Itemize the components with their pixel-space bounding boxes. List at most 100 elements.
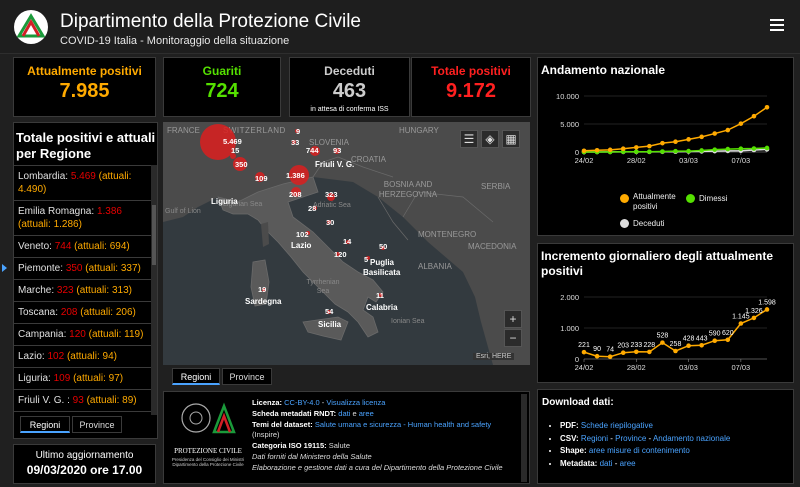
data-point[interactable] bbox=[673, 348, 678, 354]
region-row[interactable]: Lazio: 102 (attuali: 94) bbox=[13, 345, 151, 367]
map-tab-regioni[interactable]: Regioni bbox=[172, 368, 220, 385]
map-layers-icon[interactable]: ◈ bbox=[481, 130, 499, 148]
map-marker[interactable] bbox=[336, 252, 340, 256]
scheda-aree-link[interactable]: aree bbox=[358, 408, 374, 418]
tab-province[interactable]: Province bbox=[72, 416, 122, 433]
map-marker[interactable] bbox=[381, 246, 385, 250]
region-row[interactable]: Liguria: 109 (attuali: 97) bbox=[13, 367, 151, 389]
data-point[interactable] bbox=[738, 321, 744, 326]
data-point[interactable] bbox=[607, 354, 613, 360]
map-marker[interactable] bbox=[230, 153, 236, 159]
region-row[interactable]: Toscana: 208 (attuali: 206) bbox=[13, 301, 151, 323]
map-view[interactable]: SWITZERLAND SLOVENIA HUNGARY CROATIA BOS… bbox=[163, 122, 530, 365]
data-point[interactable] bbox=[686, 137, 691, 142]
map-qrcode-icon[interactable]: ▦ bbox=[502, 130, 520, 148]
map-marker[interactable] bbox=[262, 288, 266, 292]
data-point[interactable] bbox=[647, 143, 652, 149]
data-point[interactable] bbox=[660, 340, 665, 345]
data-point[interactable] bbox=[751, 315, 757, 321]
scheda-dati-link[interactable]: dati bbox=[338, 408, 351, 418]
map-marker[interactable] bbox=[306, 231, 310, 235]
map-marker[interactable] bbox=[295, 129, 299, 133]
map-marker[interactable] bbox=[313, 206, 317, 210]
data-point[interactable] bbox=[647, 149, 652, 155]
data-point[interactable] bbox=[764, 145, 770, 151]
map-marker[interactable] bbox=[327, 193, 335, 201]
data-point[interactable] bbox=[673, 139, 678, 145]
sidebar-toggle-icon[interactable] bbox=[2, 264, 7, 272]
visualizza-licenza-link[interactable]: Visualizza licenza bbox=[326, 398, 386, 407]
data-point[interactable] bbox=[581, 349, 587, 355]
data-point[interactable] bbox=[725, 337, 731, 343]
data-point[interactable] bbox=[725, 127, 731, 133]
map-marker[interactable] bbox=[366, 256, 370, 260]
data-point[interactable] bbox=[751, 113, 757, 119]
region-row[interactable]: Emilia Romagna: 1.386 (attuali: 1.286) bbox=[13, 200, 151, 235]
data-point[interactable] bbox=[660, 140, 665, 146]
region-row[interactable]: Marche: 323 (attuali: 313) bbox=[13, 279, 151, 301]
data-point[interactable] bbox=[660, 149, 665, 154]
map-list-icon[interactable]: ☰ bbox=[460, 130, 478, 148]
map-marker[interactable] bbox=[233, 157, 247, 171]
download-link[interactable]: aree misure di contenimento bbox=[588, 446, 690, 455]
region-row[interactable]: Friuli V. G. : 93 (attuali: 89) bbox=[13, 389, 151, 411]
map-tab-province[interactable]: Province bbox=[222, 368, 272, 385]
map-marker[interactable] bbox=[292, 140, 296, 144]
region-row[interactable]: Piemonte: 350 (attuali: 337) bbox=[13, 257, 151, 279]
data-point[interactable] bbox=[764, 104, 770, 110]
data-point[interactable] bbox=[633, 149, 639, 155]
regions-scrollbar[interactable] bbox=[151, 165, 157, 415]
download-link[interactable]: Andamento nazionale bbox=[652, 433, 731, 443]
data-point[interactable] bbox=[712, 131, 718, 136]
data-point[interactable] bbox=[699, 342, 704, 348]
regions-list[interactable]: Lombardia: 5.469 (attuali: 4.490) Emilia … bbox=[13, 165, 151, 415]
data-point[interactable] bbox=[686, 343, 691, 349]
data-point[interactable] bbox=[594, 353, 600, 359]
data-point[interactable] bbox=[712, 147, 718, 152]
map-marker[interactable] bbox=[346, 240, 350, 244]
data-point[interactable] bbox=[620, 146, 626, 152]
data-point[interactable] bbox=[581, 148, 587, 154]
map-marker[interactable] bbox=[379, 293, 383, 297]
region-row[interactable]: Sicilia: 54 (attuali: 52) bbox=[13, 411, 151, 415]
data-point[interactable] bbox=[712, 338, 718, 344]
data-point[interactable] bbox=[764, 307, 770, 312]
data-point[interactable] bbox=[633, 145, 639, 150]
region-row[interactable]: Campania: 120 (attuali: 119) bbox=[13, 323, 151, 345]
data-point[interactable] bbox=[620, 350, 626, 356]
data-point[interactable] bbox=[738, 146, 744, 152]
data-point[interactable] bbox=[633, 349, 639, 355]
info-scrollbar[interactable] bbox=[521, 394, 527, 482]
data-point[interactable] bbox=[594, 147, 600, 153]
data-point[interactable] bbox=[725, 146, 731, 152]
data-point[interactable] bbox=[699, 134, 704, 140]
download-link[interactable]: aree bbox=[619, 458, 636, 468]
download-link[interactable]: Schede riepilogative bbox=[580, 421, 653, 430]
data-point[interactable] bbox=[607, 147, 613, 153]
region-row[interactable]: Veneto: 744 (attuali: 694) bbox=[13, 235, 151, 257]
data-point[interactable] bbox=[686, 148, 691, 154]
map-zoom-out-button[interactable]: − bbox=[504, 329, 522, 347]
licenza-link[interactable]: CC-BY-4.0 bbox=[284, 398, 320, 407]
data-point[interactable] bbox=[699, 148, 704, 153]
download-link[interactable]: Province bbox=[615, 433, 647, 443]
temi-link[interactable]: Salute umana e sicurezza - Human health … bbox=[314, 419, 492, 429]
map-marker[interactable] bbox=[255, 172, 265, 182]
hamburger-menu-icon[interactable] bbox=[770, 19, 784, 33]
tab-regioni[interactable]: Regioni bbox=[20, 416, 70, 433]
data-point[interactable] bbox=[647, 349, 652, 355]
region-row[interactable]: Lombardia: 5.469 (attuali: 4.490) bbox=[13, 165, 151, 200]
download-link[interactable]: Regioni bbox=[580, 433, 609, 443]
map-marker[interactable] bbox=[327, 310, 331, 314]
download-link[interactable]: dati bbox=[599, 458, 613, 468]
map-marker[interactable] bbox=[291, 187, 301, 197]
map-zoom-in-button[interactable]: + bbox=[504, 310, 522, 328]
data-point[interactable] bbox=[751, 146, 757, 151]
map-marker[interactable] bbox=[334, 148, 340, 154]
map-marker[interactable] bbox=[289, 165, 309, 185]
region-name: Lazio: bbox=[18, 351, 45, 362]
data-point[interactable] bbox=[673, 148, 678, 154]
map-marker[interactable] bbox=[310, 146, 320, 156]
data-point[interactable] bbox=[738, 121, 744, 126]
map-marker[interactable] bbox=[327, 220, 331, 224]
